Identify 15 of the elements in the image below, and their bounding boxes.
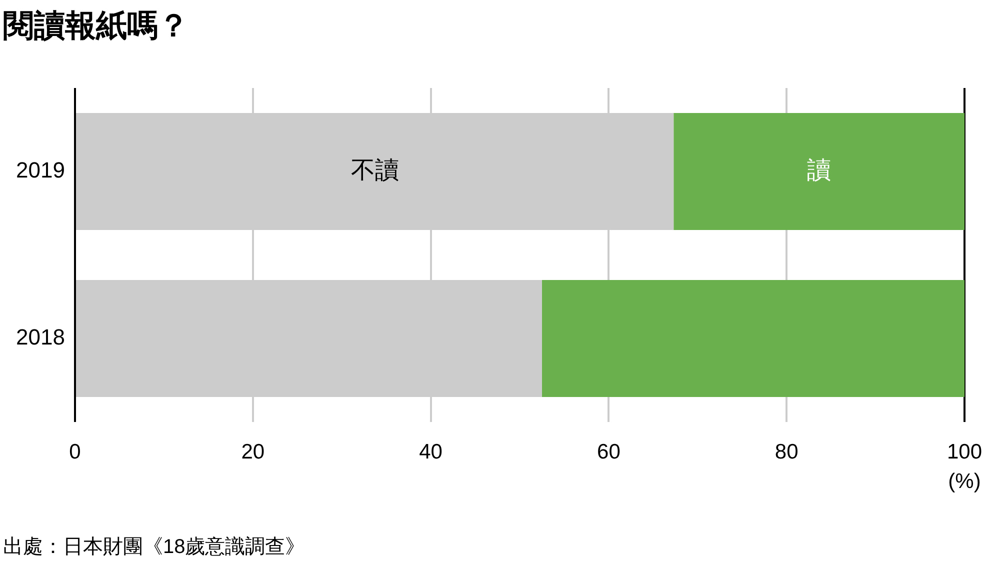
y-tick-label: 2018 <box>16 324 65 350</box>
series-label: 不讀 <box>350 157 399 184</box>
x-tick-label: 40 <box>419 440 442 464</box>
text: 出處：日本財團《18歲意識調查》 <box>3 535 306 560</box>
x-tick-label: 0 <box>69 440 81 464</box>
series-label: 讀 <box>807 157 832 184</box>
bar <box>542 280 964 397</box>
x-tick-label: 60 <box>597 440 620 464</box>
bar <box>674 113 964 230</box>
x-tick-label: 100 <box>946 440 982 464</box>
x-tick-label: 80 <box>774 440 798 464</box>
chart-title: 閱讀報紙嗎？ <box>3 7 189 45</box>
x-tick-label: 20 <box>241 440 265 464</box>
y-tick-label: 2019 <box>16 158 65 183</box>
x-axis-title: (%) <box>948 470 981 493</box>
